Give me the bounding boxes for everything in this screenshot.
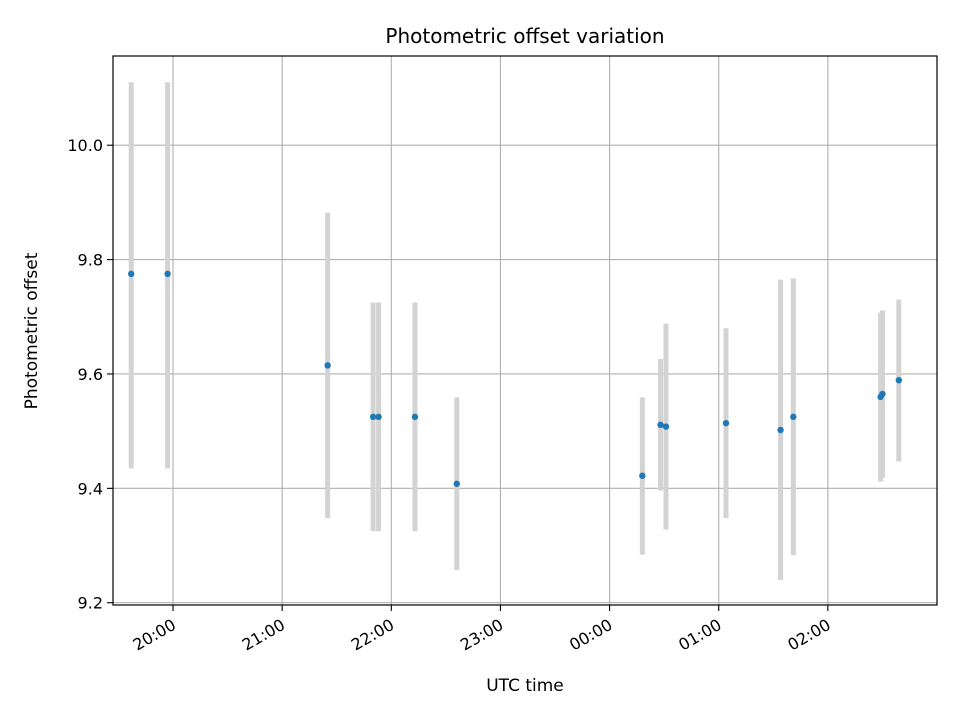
data-points	[127, 270, 903, 487]
plot-frame	[112, 55, 938, 606]
x-tick-label: 22:00	[348, 615, 397, 655]
data-point	[453, 480, 460, 487]
error-bars	[128, 82, 902, 580]
data-point	[639, 472, 646, 479]
x-tick-label: 02:00	[784, 615, 833, 655]
data-point	[375, 413, 382, 421]
x-axis: 20:00 21:00 22:00 23:00 00:00 01:00 02:00	[130, 605, 834, 655]
data-point	[895, 377, 903, 384]
x-axis-title: UTC time	[486, 676, 564, 696]
y-tick-label: 10.0	[67, 136, 103, 155]
x-tick-label: 01:00	[675, 615, 724, 655]
y-tick-label: 9.4	[78, 479, 103, 498]
y-tick-label: 9.2	[78, 594, 103, 613]
y-axis: 9.2 9.4 9.6 9.8 10.0	[67, 136, 113, 613]
grid	[113, 56, 937, 605]
data-point	[164, 270, 171, 278]
data-point	[411, 413, 419, 421]
x-tick-label: 20:00	[130, 615, 179, 655]
chart-title: Photometric offset variation	[385, 24, 664, 48]
data-point	[879, 390, 886, 398]
data-point	[657, 421, 664, 429]
y-tick-label: 9.8	[78, 251, 103, 270]
data-point	[662, 423, 670, 430]
y-axis-title: Photometric offset	[22, 252, 42, 409]
x-tick-label: 23:00	[457, 615, 506, 655]
data-point	[127, 270, 135, 278]
data-point	[324, 362, 331, 369]
data-point	[790, 413, 797, 421]
x-tick-label: 21:00	[239, 615, 288, 655]
data-point	[722, 419, 730, 427]
data-point	[369, 413, 377, 421]
x-tick-label: 00:00	[566, 615, 615, 655]
data-point	[777, 426, 784, 434]
y-tick-label: 9.6	[78, 365, 103, 384]
